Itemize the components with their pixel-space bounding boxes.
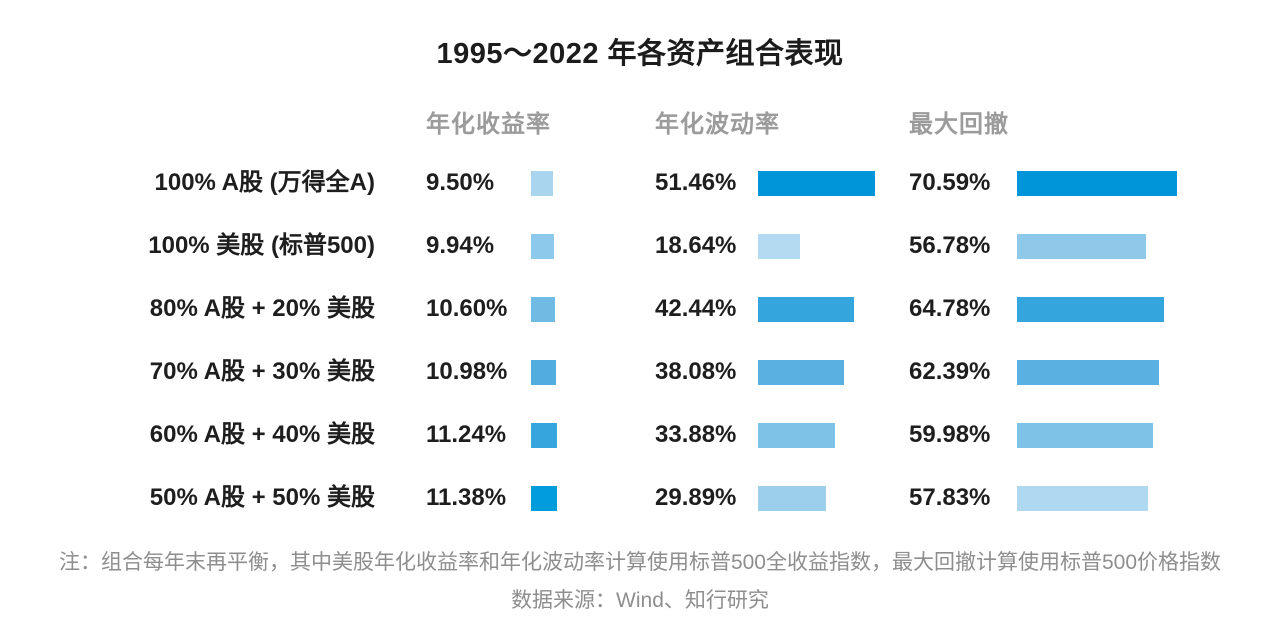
return-bar (531, 486, 557, 511)
volatility-value: 33.88% (655, 421, 737, 448)
return-bar (531, 423, 557, 448)
portfolio-label: 80% A股 + 20% 美股 (149, 295, 375, 322)
table-row: 60% A股 + 40% 美股 11.24% 33.88% 59.98% (0, 418, 1280, 452)
return-value: 9.50% (426, 169, 495, 196)
return-value: 10.60% (426, 295, 508, 322)
drawdown-bar (1017, 423, 1153, 448)
drawdown-value: 59.98% (909, 421, 991, 448)
volatility-value: 18.64% (655, 232, 737, 259)
footnote: 注：组合每年末再平衡，其中美股年化收益率和年化波动率计算使用标普500全收益指数… (58, 551, 1222, 574)
drawdown-value: 70.59% (909, 169, 991, 196)
return-value: 11.24% (426, 421, 507, 448)
volatility-bar (758, 423, 835, 448)
portfolio-label: 50% A股 + 50% 美股 (149, 484, 375, 511)
return-bar (531, 360, 556, 385)
table-row: 100% A股 (万得全A) 9.50% 51.46% 70.59% (0, 166, 1280, 200)
portfolio-label: 60% A股 + 40% 美股 (149, 421, 375, 448)
portfolio-label: 100% A股 (万得全A) (154, 169, 375, 196)
drawdown-value: 57.83% (909, 484, 991, 511)
return-value: 11.38% (426, 484, 507, 511)
drawdown-value: 64.78% (909, 295, 991, 322)
volatility-bar (758, 486, 826, 511)
data-source: 数据来源：Wind、知行研究 (511, 589, 769, 612)
drawdown-value: 62.39% (909, 358, 991, 385)
volatility-bar (758, 360, 844, 385)
return-value: 9.94% (426, 232, 495, 259)
chart-title: 1995～2022 年各资产组合表现 (436, 38, 844, 70)
table-row: 70% A股 + 30% 美股 10.98% 38.08% 62.39% (0, 355, 1280, 389)
portfolio-label: 100% 美股 (标普500) (148, 232, 375, 259)
return-bar (531, 171, 553, 196)
column-header-annualized-volatility: 年化波动率 (655, 111, 780, 138)
volatility-value: 38.08% (655, 358, 737, 385)
return-bar (531, 234, 554, 259)
volatility-value: 51.46% (655, 169, 737, 196)
drawdown-bar (1017, 171, 1177, 196)
return-value: 10.98% (426, 358, 508, 385)
drawdown-bar (1017, 360, 1159, 385)
table-row: 80% A股 + 20% 美股 10.60% 42.44% 64.78% (0, 292, 1280, 326)
column-header-annualized-return: 年化收益率 (426, 111, 551, 138)
volatility-bar (758, 297, 854, 322)
volatility-value: 29.89% (655, 484, 737, 511)
table-row: 100% 美股 (标普500) 9.94% 18.64% 56.78% (0, 229, 1280, 263)
volatility-bar (758, 171, 875, 196)
volatility-bar (758, 234, 800, 259)
portfolio-label: 70% A股 + 30% 美股 (149, 358, 375, 385)
volatility-value: 42.44% (655, 295, 737, 322)
drawdown-value: 56.78% (909, 232, 991, 259)
drawdown-bar (1017, 297, 1164, 322)
drawdown-bar (1017, 234, 1146, 259)
drawdown-bar (1017, 486, 1148, 511)
column-header-max-drawdown: 最大回撤 (909, 111, 1009, 138)
return-bar (531, 297, 555, 322)
table-row: 50% A股 + 50% 美股 11.38% 29.89% 57.83% (0, 481, 1280, 515)
